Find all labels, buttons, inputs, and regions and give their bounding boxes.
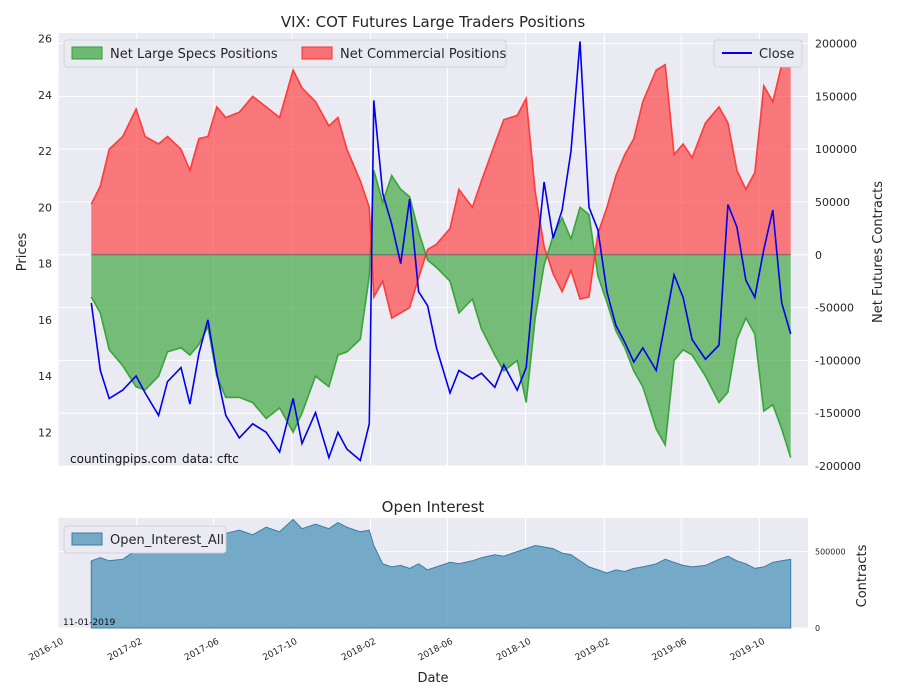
- x-tick-label: 2017-06: [183, 637, 221, 664]
- right-tick-label: 50000: [815, 196, 850, 209]
- left-tick-label: 16: [38, 314, 52, 327]
- top-legend-left: Net Large Specs Positions Net Commercial…: [63, 39, 507, 68]
- x-tick-label: 2018-06: [417, 637, 455, 664]
- area-large-specs: [91, 170, 791, 458]
- left-tick-label: 20: [38, 201, 52, 214]
- right-tick-label: 100000: [815, 143, 857, 156]
- bottom-chart-title: Open Interest: [382, 498, 485, 516]
- legend-swatch-large-specs: [71, 46, 103, 60]
- legend-label-large-specs: Net Large Specs Positions: [110, 47, 278, 62]
- x-tick-label: 2017-10: [261, 637, 299, 664]
- top-legend-right: Close: [713, 39, 803, 68]
- close-price-line: [90, 41, 792, 462]
- bottom-right-tick-labels: 0 500000: [815, 548, 846, 633]
- top-right-axis-label: Net Futures Contracts: [871, 181, 886, 323]
- x-tick-label: 2018-10: [495, 637, 533, 664]
- line-commercial: [90, 43, 792, 320]
- bottom-legend: Open_Interest_All: [63, 525, 227, 554]
- data-annotation: data: cftc: [182, 452, 239, 466]
- x-tick-label: 2019-06: [651, 637, 689, 664]
- top-left-tick-labels: 12 14 16 18 20 22 24 26: [38, 33, 52, 440]
- close-line-path: [90, 41, 792, 462]
- right-tick-label: -50000: [815, 302, 854, 315]
- x-tick-label: 2016-10: [28, 637, 66, 664]
- x-tick-label: 2018-02: [340, 637, 378, 663]
- left-tick-label: 24: [38, 89, 52, 102]
- top-chart-title: VIX: COT Futures Large Traders Positions: [281, 13, 586, 31]
- left-tick-label: 22: [38, 145, 52, 158]
- right-tick-label: -100000: [815, 354, 861, 367]
- left-tick-label: 26: [38, 33, 52, 46]
- right-tick-label: 500000: [815, 548, 846, 557]
- right-tick-label: -150000: [815, 407, 861, 420]
- right-tick-label: 0: [815, 624, 820, 633]
- left-tick-label: 12: [38, 426, 52, 439]
- source-annotation: countingpips.com: [70, 452, 177, 466]
- x-tick-label: 2019-02: [574, 637, 612, 663]
- right-tick-label: 200000: [815, 38, 857, 51]
- legend-swatch-open-interest: [71, 532, 103, 546]
- x-axis-tick-labels: 2016-10 2017-02 2017-06 2017-10 2018-02 2018-…: [28, 637, 767, 664]
- top-legend-right-box: [713, 39, 803, 68]
- legend-label-commercial: Net Commercial Positions: [340, 47, 506, 62]
- x-tick-label: 2019-10: [729, 637, 767, 664]
- legend-swatch-commercial: [301, 46, 333, 60]
- line-large-specs: [90, 170, 792, 458]
- legend-label-open-interest: Open_Interest_All: [110, 533, 224, 548]
- legend-label-close: Close: [759, 47, 794, 62]
- top-legend-left-box: [63, 39, 507, 68]
- right-tick-label: -200000: [815, 460, 861, 473]
- left-tick-label: 18: [38, 258, 52, 271]
- x-tick-label: 2017-02: [106, 637, 144, 663]
- top-right-tick-labels: -200000 -150000 -100000 -50000 0 50000 100000 1…: [815, 38, 861, 473]
- bottom-legend-box: [63, 525, 227, 554]
- x-axis-label: Date: [417, 671, 448, 686]
- top-left-axis-label: Prices: [15, 233, 30, 272]
- area-commercial: [91, 43, 791, 319]
- top-area-series: [90, 43, 792, 458]
- date-annotation: 11-01-2019: [63, 618, 116, 628]
- right-tick-label: 150000: [815, 90, 857, 103]
- left-tick-label: 14: [38, 370, 52, 383]
- right-tick-label: 0: [815, 249, 822, 262]
- bottom-right-axis-label: Contracts: [855, 544, 870, 607]
